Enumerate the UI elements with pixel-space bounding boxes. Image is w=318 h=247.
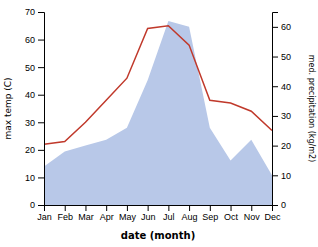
x-tick-label: Jun (141, 212, 156, 222)
y-tick-mark (38, 95, 44, 96)
x-tick: Jul (163, 205, 175, 222)
y2-tick: 20 (272, 141, 291, 151)
y-tick-label: 60 (25, 35, 35, 45)
y-tick-mark (38, 67, 44, 68)
y-tick-label: 50 (25, 63, 35, 73)
y-tick: 50 (25, 63, 44, 73)
y2-tick-mark (272, 175, 278, 176)
y-axis: 0 10 20 30 40 50 60 70 (25, 7, 45, 210)
y2-axis-title: med. precipitation (kg/m2) (307, 55, 316, 162)
x-axis: Jan Feb Mar Apr May Jun Jul Aug Sep Oct NovDec (37, 205, 281, 222)
y2-axis: 0 10 20 30 40 50 60 (272, 13, 291, 211)
y-axis-title: max temp (C) (3, 77, 13, 139)
x-tick-mark (231, 205, 232, 211)
x-tick: Aug (182, 205, 198, 222)
y-tick-label: 10 (25, 173, 35, 183)
x-axis-line (45, 206, 273, 212)
y-tick-mark (38, 40, 44, 41)
x-tick-label: Nov (244, 212, 261, 222)
y2-tick: 50 (272, 52, 291, 62)
x-tick: Oct (224, 205, 239, 222)
x-tick-label: Dec (264, 212, 281, 222)
x-tick-label: Oct (224, 212, 239, 222)
y2-tick-label: 50 (281, 52, 291, 62)
x-tick-label: May (119, 212, 137, 222)
y2-tick: 0 (272, 200, 286, 210)
x-tick-mark (251, 205, 252, 211)
x-tick-label: Sep (202, 212, 218, 222)
precipitation-area (44, 21, 272, 205)
y2-tick-label: 0 (281, 200, 286, 210)
x-tick-mark (189, 205, 190, 211)
y2-tick-mark (272, 116, 278, 117)
x-tick-mark (106, 205, 107, 211)
y2-tick: 30 (272, 111, 291, 121)
y2-tick-label: 60 (281, 22, 291, 32)
x-tick-mark (127, 205, 128, 211)
x-tick-label: Aug (182, 212, 198, 222)
y-tick: 20 (25, 145, 44, 155)
y2-tick-label: 20 (281, 141, 291, 151)
y-tick: 10 (25, 173, 44, 183)
x-tick: Jun (141, 205, 156, 222)
y-tick: 70 (25, 7, 44, 17)
y-tick-mark (38, 150, 44, 151)
x-tick: May (119, 205, 137, 222)
x-tick: Feb (57, 205, 73, 222)
y2-tick-mark (272, 146, 278, 147)
y-tick-mark (38, 122, 44, 123)
x-tick-mark (65, 205, 66, 211)
y2-tick-mark (272, 86, 278, 87)
y2-tick-mark (272, 57, 278, 58)
x-tick-mark (168, 205, 169, 211)
x-axis-title: date (month) (121, 230, 195, 241)
y-axis-line (38, 13, 45, 206)
y2-tick: 10 (272, 171, 291, 181)
chart: JanFebMarAprMayJunJulAugSepOctNovDec0102… (0, 0, 318, 247)
y-tick-label: 30 (25, 118, 35, 128)
y-tick-label: 70 (25, 7, 35, 17)
y2-tick: 60 (272, 22, 291, 32)
x-tick: Nov (244, 205, 261, 222)
y2-axis-line (273, 13, 279, 206)
x-tick: Mar (78, 205, 94, 222)
y2-tick-label: 10 (281, 171, 291, 181)
x-tick-label: Jan (37, 212, 52, 222)
x-tick-mark (210, 205, 211, 211)
y2-tick-label: 30 (281, 111, 291, 121)
y2-tick: 40 (272, 82, 291, 92)
x-tick-label: Mar (78, 212, 94, 222)
y-tick: 0 (30, 200, 44, 210)
y-tick-label: 40 (25, 90, 35, 100)
y2-tick-mark (272, 27, 278, 28)
x-tick: Jan (37, 205, 52, 222)
x-tick-label: Feb (57, 212, 73, 222)
y2-tick-mark (272, 205, 278, 206)
y-tick-label: 0 (30, 200, 35, 210)
y-tick-mark (38, 12, 44, 13)
y-tick: 40 (25, 90, 44, 100)
x-tick: Sep (202, 205, 218, 222)
y-tick: 30 (25, 118, 44, 128)
y2-tick-label: 40 (281, 82, 291, 92)
y-tick-mark (38, 177, 44, 178)
y-tick-mark (38, 205, 44, 206)
x-tick: Dec (264, 205, 281, 222)
y-tick: 60 (25, 35, 44, 45)
x-tick-mark (85, 205, 86, 211)
plot-area: JanFebMarAprMayJunJulAugSepOctNovDec0102… (25, 7, 291, 222)
temperature-line (44, 26, 272, 145)
x-tick-label: Apr (100, 212, 114, 222)
x-tick: Apr (100, 205, 114, 222)
marks (44, 21, 272, 205)
y-tick-label: 20 (25, 145, 35, 155)
x-tick-label: Jul (163, 212, 175, 222)
x-tick-mark (148, 205, 149, 211)
